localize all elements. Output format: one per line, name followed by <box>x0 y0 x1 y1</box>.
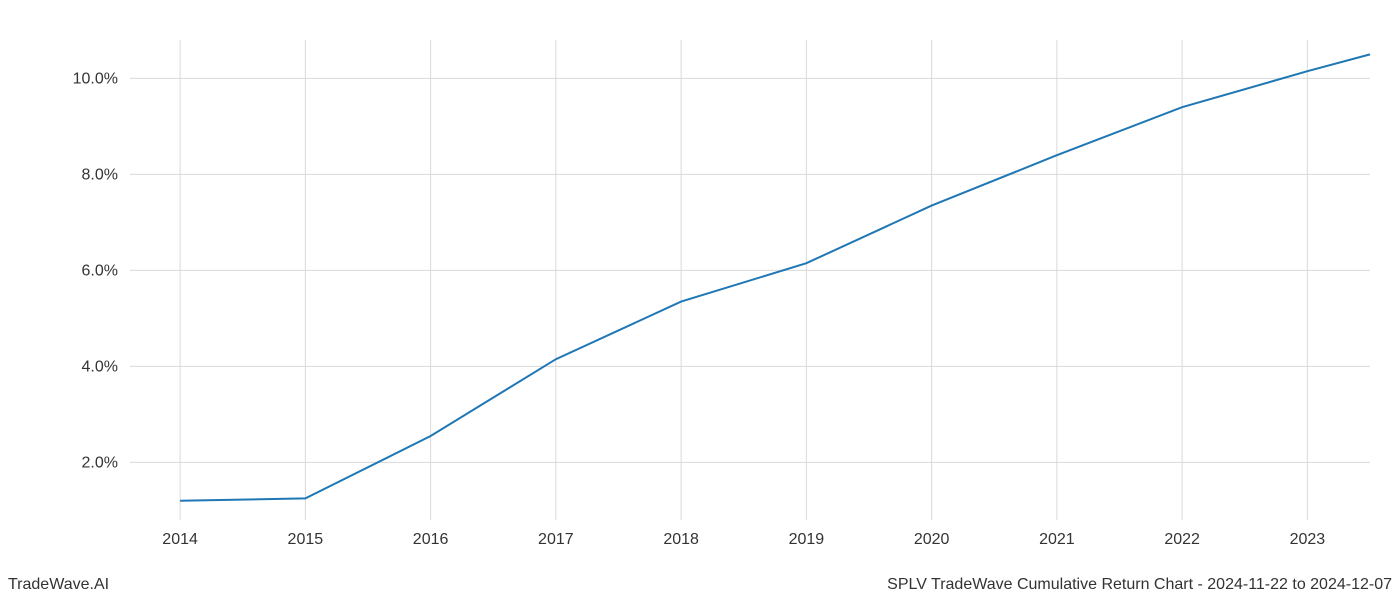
y-tick-label: 8.0% <box>82 166 118 183</box>
footer-left-label: TradeWave.AI <box>8 576 109 594</box>
line-chart: 2014 2015 2016 2017 2018 2019 2020 2021 2022 2023… <box>0 0 1400 600</box>
footer-right-label: SPLV TradeWave Cumulative Return Chart -… <box>887 576 1392 594</box>
x-tick-label: 2019 <box>789 531 825 548</box>
x-tick-label: 2017 <box>538 531 574 548</box>
x-tick-label: 2021 <box>1039 531 1075 548</box>
x-tick-label: 2014 <box>162 531 198 548</box>
y-tick-label: 6.0% <box>82 262 118 279</box>
chart-container: 2014 2015 2016 2017 2018 2019 2020 2021 2022 2023… <box>0 0 1400 600</box>
x-tick-label: 2015 <box>288 531 324 548</box>
x-tick-label: 2023 <box>1290 531 1326 548</box>
x-tick-label: 2022 <box>1164 531 1200 548</box>
y-tick-label: 4.0% <box>82 358 118 375</box>
x-tick-label: 2016 <box>413 531 449 548</box>
x-tick-label: 2018 <box>663 531 699 548</box>
y-tick-label: 2.0% <box>82 454 118 471</box>
y-tick-label: 10.0% <box>73 70 118 87</box>
x-tick-label: 2020 <box>914 531 950 548</box>
